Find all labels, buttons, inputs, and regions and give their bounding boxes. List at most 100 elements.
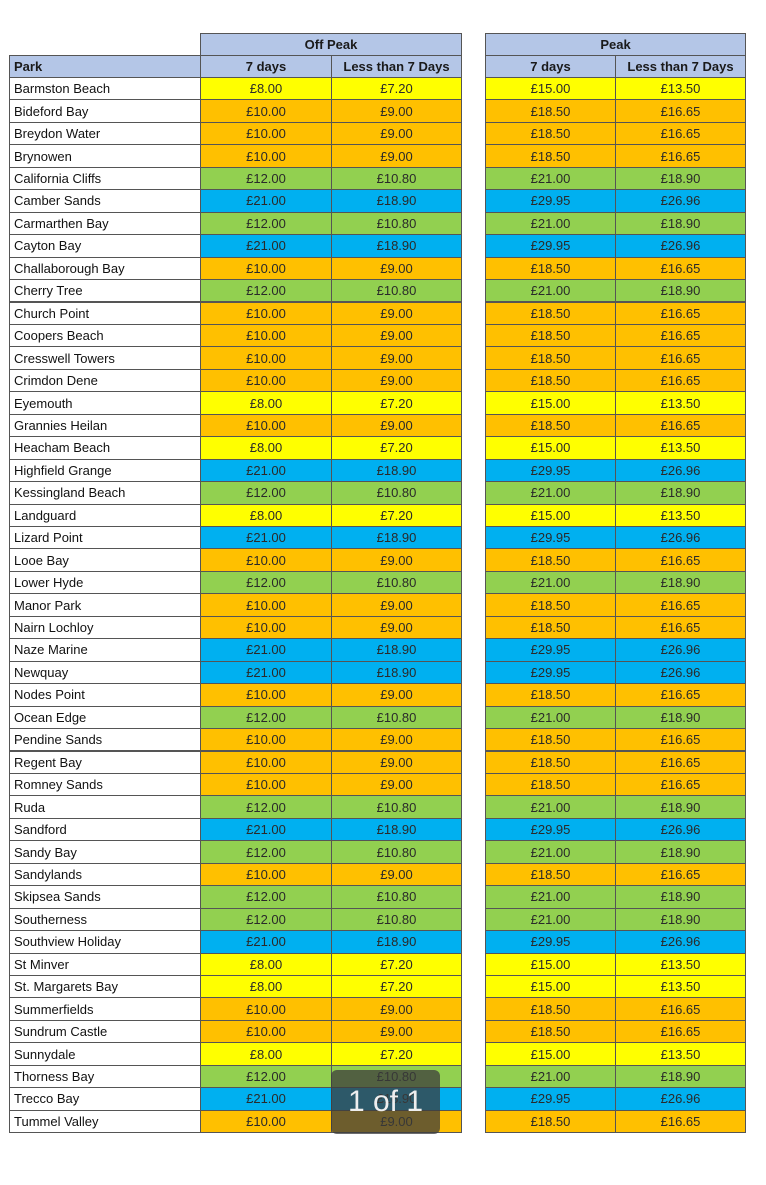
price-cell: £18.50 xyxy=(485,862,616,887)
price-cell: £8.00 xyxy=(200,391,332,415)
park-name: Sunnydale xyxy=(9,1042,201,1066)
price-cell: £12.00 xyxy=(200,1064,332,1089)
price-cell: £8.00 xyxy=(200,503,332,527)
price-cell: £10.80 xyxy=(331,840,462,864)
price-cell: £9.00 xyxy=(331,548,462,572)
price-cell: £18.90 xyxy=(331,234,462,258)
price-cell: £18.50 xyxy=(485,728,616,752)
price-cell: £26.96 xyxy=(615,817,746,842)
price-cell: £21.00 xyxy=(200,660,332,685)
park-name: Naze Marine xyxy=(9,638,201,662)
park-name: Tummel Valley xyxy=(9,1109,201,1134)
price-cell: £29.95 xyxy=(485,660,616,685)
price-cell: £12.00 xyxy=(200,570,332,595)
park-name: Breydon Water xyxy=(9,121,201,146)
price-cell: £16.65 xyxy=(615,772,746,797)
price-cell: £29.95 xyxy=(485,1087,616,1111)
price-cell: £7.20 xyxy=(331,503,462,527)
price-cell: £9.00 xyxy=(331,323,462,348)
price-cell: £18.90 xyxy=(615,481,746,505)
price-cell: £18.90 xyxy=(615,279,746,303)
price-cell: £10.00 xyxy=(200,683,332,707)
price-cell: £18.90 xyxy=(615,1064,746,1089)
page-indicator: 1 of 1 xyxy=(331,1070,440,1134)
park-name: Cresswell Towers xyxy=(9,346,201,370)
park-name: Southerness xyxy=(9,907,201,932)
price-cell: £15.00 xyxy=(485,77,616,101)
column-header: 7 days xyxy=(485,55,616,78)
price-cell: £10.80 xyxy=(331,279,462,303)
price-cell: £7.20 xyxy=(331,975,462,999)
price-cell: £21.00 xyxy=(485,795,616,819)
price-cell: £9.00 xyxy=(331,1019,462,1044)
price-cell: £15.00 xyxy=(485,391,616,415)
park-name: St. Margarets Bay xyxy=(9,975,201,999)
price-cell: £18.50 xyxy=(485,323,616,348)
price-cell: £29.95 xyxy=(485,817,616,842)
price-cell: £9.00 xyxy=(331,301,462,325)
price-cell: £10.00 xyxy=(200,323,332,348)
park-name: Coopers Beach xyxy=(9,323,201,348)
park-name: Sandylands xyxy=(9,862,201,887)
park-name: Sundrum Castle xyxy=(9,1019,201,1044)
price-cell: £9.00 xyxy=(331,997,462,1021)
price-cell: £7.20 xyxy=(331,391,462,415)
price-cell: £18.90 xyxy=(331,458,462,483)
park-name: St Minver xyxy=(9,952,201,976)
price-cell: £10.80 xyxy=(331,211,462,236)
price-cell: £8.00 xyxy=(200,952,332,976)
price-cell: £16.65 xyxy=(615,1109,746,1134)
park-name: Bideford Bay xyxy=(9,99,201,123)
price-cell: £10.00 xyxy=(200,593,332,617)
park-name: Church Point xyxy=(9,301,201,325)
price-cell: £16.65 xyxy=(615,728,746,752)
price-cell: £21.00 xyxy=(200,458,332,483)
price-cell: £10.00 xyxy=(200,615,332,640)
park-name: Ruda xyxy=(9,795,201,819)
price-cell: £18.50 xyxy=(485,683,616,707)
price-cell: £16.65 xyxy=(615,99,746,123)
park-name: Carmarthen Bay xyxy=(9,211,201,236)
price-cell: £21.00 xyxy=(485,907,616,932)
price-cell: £9.00 xyxy=(331,121,462,146)
price-cell: £10.00 xyxy=(200,256,332,281)
price-cell: £16.65 xyxy=(615,997,746,1021)
price-cell: £29.95 xyxy=(485,930,616,954)
price-cell: £13.50 xyxy=(615,77,746,101)
price-cell: £26.96 xyxy=(615,189,746,213)
price-cell: £16.65 xyxy=(615,683,746,707)
price-cell: £21.00 xyxy=(200,930,332,954)
price-cell: £16.65 xyxy=(615,144,746,168)
price-cell: £18.90 xyxy=(615,570,746,595)
price-cell: £26.96 xyxy=(615,458,746,483)
price-cell: £9.00 xyxy=(331,862,462,887)
price-cell: £21.00 xyxy=(485,279,616,303)
price-cell: £13.50 xyxy=(615,503,746,527)
price-cell: £12.00 xyxy=(200,166,332,191)
park-name: California Cliffs xyxy=(9,166,201,191)
price-cell: £18.90 xyxy=(615,211,746,236)
price-cell: £10.00 xyxy=(200,750,332,774)
price-cell: £12.00 xyxy=(200,840,332,864)
price-cell: £18.50 xyxy=(485,593,616,617)
price-cell: £8.00 xyxy=(200,975,332,999)
price-cell: £12.00 xyxy=(200,795,332,819)
price-cell: £18.90 xyxy=(331,817,462,842)
park-name: Pendine Sands xyxy=(9,728,201,752)
park-name: Romney Sands xyxy=(9,772,201,797)
price-cell: £9.00 xyxy=(331,256,462,281)
price-cell: £21.00 xyxy=(200,638,332,662)
park-name: Sandford xyxy=(9,817,201,842)
price-cell: £9.00 xyxy=(331,368,462,393)
park-name: Trecco Bay xyxy=(9,1087,201,1111)
price-cell: £12.00 xyxy=(200,705,332,730)
price-cell: £26.96 xyxy=(615,930,746,954)
price-cell: £16.65 xyxy=(615,301,746,325)
price-cell: £29.95 xyxy=(485,638,616,662)
price-cell: £18.90 xyxy=(331,189,462,213)
price-cell: £16.65 xyxy=(615,548,746,572)
price-cell: £18.50 xyxy=(485,346,616,370)
price-cell: £10.00 xyxy=(200,548,332,572)
price-cell: £15.00 xyxy=(485,436,616,460)
park-name: Thorness Bay xyxy=(9,1064,201,1089)
